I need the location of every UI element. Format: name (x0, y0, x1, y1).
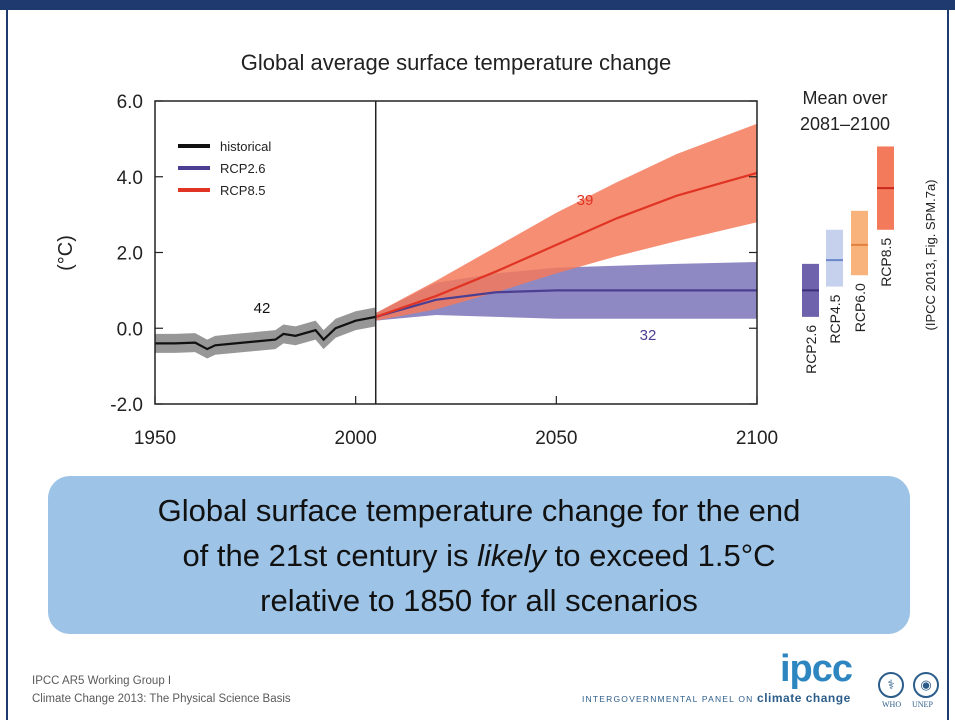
historical-line (155, 315, 376, 351)
ipcc-logo: ipcc (780, 648, 853, 690)
mean-bar-label-rcp45: RCP4.5 (827, 294, 843, 343)
footer-source-line-2: Climate Change 2013: The Physical Scienc… (32, 693, 291, 705)
mean-bar-label-rcp85: RCP8.5 (878, 238, 894, 287)
x-tick-label: 1950 (134, 428, 176, 449)
temperature-chart: Global average surface temperature chang… (55, 50, 938, 449)
key-message-emphasis: likely (477, 537, 546, 573)
key-message-line-2: of the 21st century is likely to exceed … (79, 533, 879, 578)
mean-bar-rcp60 (851, 210, 868, 276)
rcp85-uncertainty-band (375, 123, 757, 321)
key-message-box: Global surface temperature change for th… (48, 476, 910, 634)
historical-uncertainty-band (155, 307, 376, 359)
ipcc-tagline-climate-change: climate change (757, 691, 851, 705)
ipcc-tagline-text: INTERGOVERNMENTAL PANEL ON (582, 694, 758, 704)
y-tick-label: -2.0 (110, 395, 143, 416)
who-logo-icon: ⚕ (878, 672, 904, 698)
mean-bar-rcp45 (826, 229, 843, 287)
rcp85-line (375, 171, 758, 318)
x-tick-label: 2100 (736, 428, 778, 449)
mean-panel-title-line-2: 2081–2100 (800, 114, 890, 134)
key-message-line-1: Global surface temperature change for th… (157, 492, 801, 528)
y-tick-label: 0.0 (117, 319, 143, 340)
key-message-line-3: relative to 1850 for all scenarios (260, 582, 698, 618)
rcp26-model-count: 32 (640, 327, 657, 344)
y-axis-label: (°C) (55, 235, 77, 271)
x-tick-label: 2050 (535, 428, 577, 449)
slide-frame (6, 10, 949, 720)
rcp26-line (375, 289, 757, 318)
y-tick-label: 4.0 (117, 168, 143, 189)
y-tick-label: 2.0 (117, 244, 143, 265)
mean-bar-label-rcp26: RCP2.6 (803, 325, 819, 374)
footer-source-line-1: IPCC AR5 Working Group I (32, 675, 172, 687)
chart-title: Global average surface temperature chang… (241, 50, 671, 75)
historical-model-count: 42 (254, 300, 271, 317)
legend-label-rcp26: RCP2.6 (220, 161, 266, 176)
key-message-line-2-start: of the 21st century is (182, 537, 478, 573)
rcp85-model-count: 39 (577, 192, 594, 209)
key-message-line-2-end: to exceed 1.5°C (546, 537, 776, 573)
legend-label-historical: historical (220, 139, 271, 154)
x-tick-label: 2000 (335, 428, 377, 449)
footer-source: IPCC AR5 Working Group I Climate Change … (32, 672, 291, 708)
legend-label-rcp85: RCP8.5 (220, 183, 266, 198)
unep-logo-icon: ◉ (913, 672, 939, 698)
mean-panel-title-line-1: Mean over (802, 88, 887, 108)
who-label: WHO (882, 700, 902, 709)
unep-label: UNEP (912, 700, 933, 709)
y-tick-label: 6.0 (117, 92, 143, 113)
slide-top-bar (0, 0, 955, 10)
figure-source-note: (IPCC 2013, Fig. SPM.7a) (923, 180, 938, 331)
mean-bar-label-rcp60: RCP6.0 (852, 283, 868, 332)
ipcc-tagline: INTERGOVERNMENTAL PANEL ON climate chang… (582, 691, 851, 705)
